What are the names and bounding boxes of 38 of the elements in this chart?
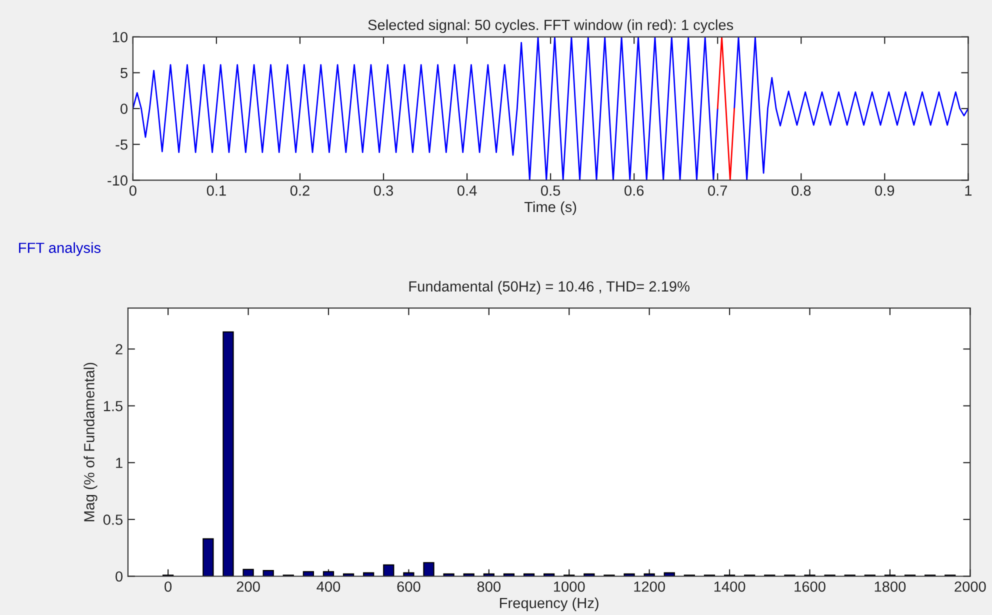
y-tick-label: 1.5 [104,401,122,412]
x-tick-label: 1800 [874,582,906,592]
x-tick-label: 0.3 [374,185,394,196]
y-tick-label: 10 [112,32,128,42]
x-tick-label: 0.8 [792,185,811,196]
y-axis-title: Mag (% of Fundamental) [84,362,98,522]
x-tick-label: 1600 [794,582,826,592]
y-tick-label: 0 [116,571,123,582]
x-tick-label: 0 [129,185,136,196]
x-tick-label: 600 [397,582,420,592]
y-tick-label: 0 [120,104,128,114]
y-tick-label: 1 [116,458,122,468]
x-axis-title: Time (s) [524,201,576,216]
x-tick-label: 0.7 [708,185,728,196]
x-tick-label: 0.2 [290,185,310,196]
x-axis-title: Frequency (Hz) [500,597,598,612]
x-tick-label: 0.1 [206,185,226,196]
x-tick-label: 2000 [954,582,986,592]
x-tick-label: 400 [316,582,340,592]
y-tick-label: -5 [116,140,128,150]
chart-title: Selected signal: 50 cycles. FFT window (in red): 1 cycles [368,19,734,33]
y-tick-label: 5 [120,68,128,78]
x-tick-label: 0.5 [540,185,560,196]
y-tick-label: 2 [116,344,122,354]
chart-title: Fundamental (50Hz) = 10.46 , THD= 2.19% [409,280,690,294]
x-tick-label: 0 [164,582,172,592]
x-tick-label: 1400 [714,582,746,592]
x-tick-label: 0.4 [457,185,477,196]
x-tick-label: 1000 [554,582,585,592]
x-tick-label: 200 [236,582,260,592]
y-tick-label: -10 [108,175,128,186]
y-tick-label: 0.5 [103,514,122,525]
x-tick-label: 800 [477,582,501,592]
text: FFT analysis [19,242,101,256]
x-tick-label: 0.9 [875,185,894,196]
x-tick-label: 1 [965,186,972,196]
x-tick-label: 0.6 [624,185,644,196]
x-tick-label: 1200 [634,582,665,592]
